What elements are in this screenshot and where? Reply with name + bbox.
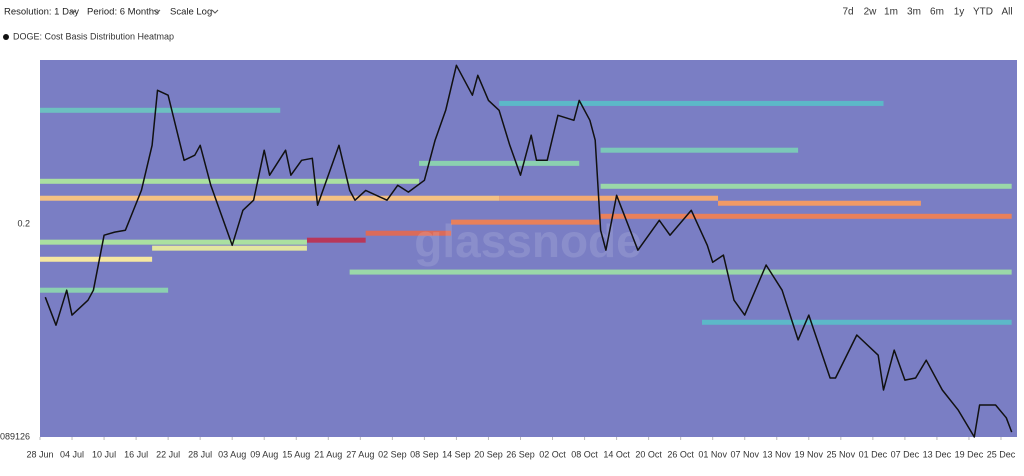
heat-band [451, 219, 601, 225]
x-tick-label: 10 Jul [92, 449, 116, 459]
x-tick-label: 27 Aug [346, 449, 374, 459]
heat-band [40, 178, 420, 184]
heat-band [499, 195, 719, 201]
range-button[interactable]: All [1001, 7, 1012, 18]
range-button[interactable]: 6m [930, 7, 944, 18]
x-tick-label: 28 Jul [188, 449, 212, 459]
legend-label: DOGE: Cost Basis Distribution Heatmap [13, 31, 174, 41]
x-tick-label: 08 Sep [410, 449, 439, 459]
scale-dropdown[interactable]: Scale Log [170, 7, 212, 18]
x-tick-label: 25 Nov [827, 449, 856, 459]
x-tick-label: 21 Aug [314, 449, 342, 459]
heat-band [349, 269, 1012, 275]
heat-band [40, 287, 169, 293]
period-dropdown[interactable]: Period: 6 Months [87, 7, 159, 18]
heat-band [600, 147, 799, 153]
heat-band [40, 195, 500, 201]
x-tick-label: 20 Sep [474, 449, 503, 459]
x-tick-label: 13 Nov [762, 449, 791, 459]
x-tick-label: 26 Sep [506, 449, 535, 459]
heat-band [702, 319, 1012, 325]
x-tick-label: 02 Sep [378, 449, 407, 459]
x-tick-label: 07 Nov [730, 449, 759, 459]
x-tick-label: 25 Dec [987, 449, 1016, 459]
x-tick-label: 13 Dec [923, 449, 952, 459]
price-line [44, 64, 1013, 438]
x-tick-label: 20 Oct [635, 449, 662, 459]
x-tick-label: 03 Aug [218, 449, 246, 459]
heat-band [499, 100, 884, 106]
heat-band [419, 160, 580, 166]
heat-band [40, 239, 307, 245]
x-tick-label: 28 Jun [26, 449, 53, 459]
heat-band [306, 237, 366, 243]
x-tick-label: 07 Dec [891, 449, 920, 459]
heat-band [152, 245, 307, 251]
x-tick-label: 19 Nov [795, 449, 824, 459]
range-button[interactable]: YTD [973, 7, 993, 18]
chevron [69, 9, 77, 14]
x-tick-label: 01 Nov [698, 449, 727, 459]
x-tick-label: 22 Jul [156, 449, 180, 459]
range-button[interactable]: 2w [864, 7, 878, 18]
y-tick-label: 0.12089126 [0, 431, 30, 441]
chevron [211, 9, 219, 14]
heat-band [600, 213, 1012, 219]
legend-dot [3, 34, 9, 40]
range-button[interactable]: 3m [907, 7, 921, 18]
heat-band [718, 200, 921, 206]
x-tick-label: 14 Oct [603, 449, 630, 459]
x-tick-label: 02 Oct [539, 449, 566, 459]
x-tick-label: 14 Sep [442, 449, 471, 459]
heat-band [600, 183, 1012, 189]
range-button[interactable]: 7d [842, 7, 853, 18]
resolution-dropdown[interactable]: Resolution: 1 Day [4, 7, 79, 18]
x-tick-label: 16 Jul [124, 449, 148, 459]
chevron [153, 9, 161, 14]
x-tick-label: 08 Oct [571, 449, 598, 459]
heat-band [365, 230, 452, 236]
x-tick-label: 15 Aug [282, 449, 310, 459]
range-button[interactable]: 1m [884, 7, 898, 18]
range-button[interactable]: 1y [954, 7, 965, 18]
y-tick-label: 0.2 [17, 219, 30, 229]
heat-band [40, 256, 153, 262]
x-tick-label: 26 Oct [667, 449, 694, 459]
x-tick-label: 09 Aug [250, 449, 278, 459]
x-tick-label: 19 Dec [955, 449, 984, 459]
x-tick-label: 01 Dec [859, 449, 888, 459]
heat-band [40, 107, 281, 113]
x-tick-label: 04 Jul [60, 449, 84, 459]
